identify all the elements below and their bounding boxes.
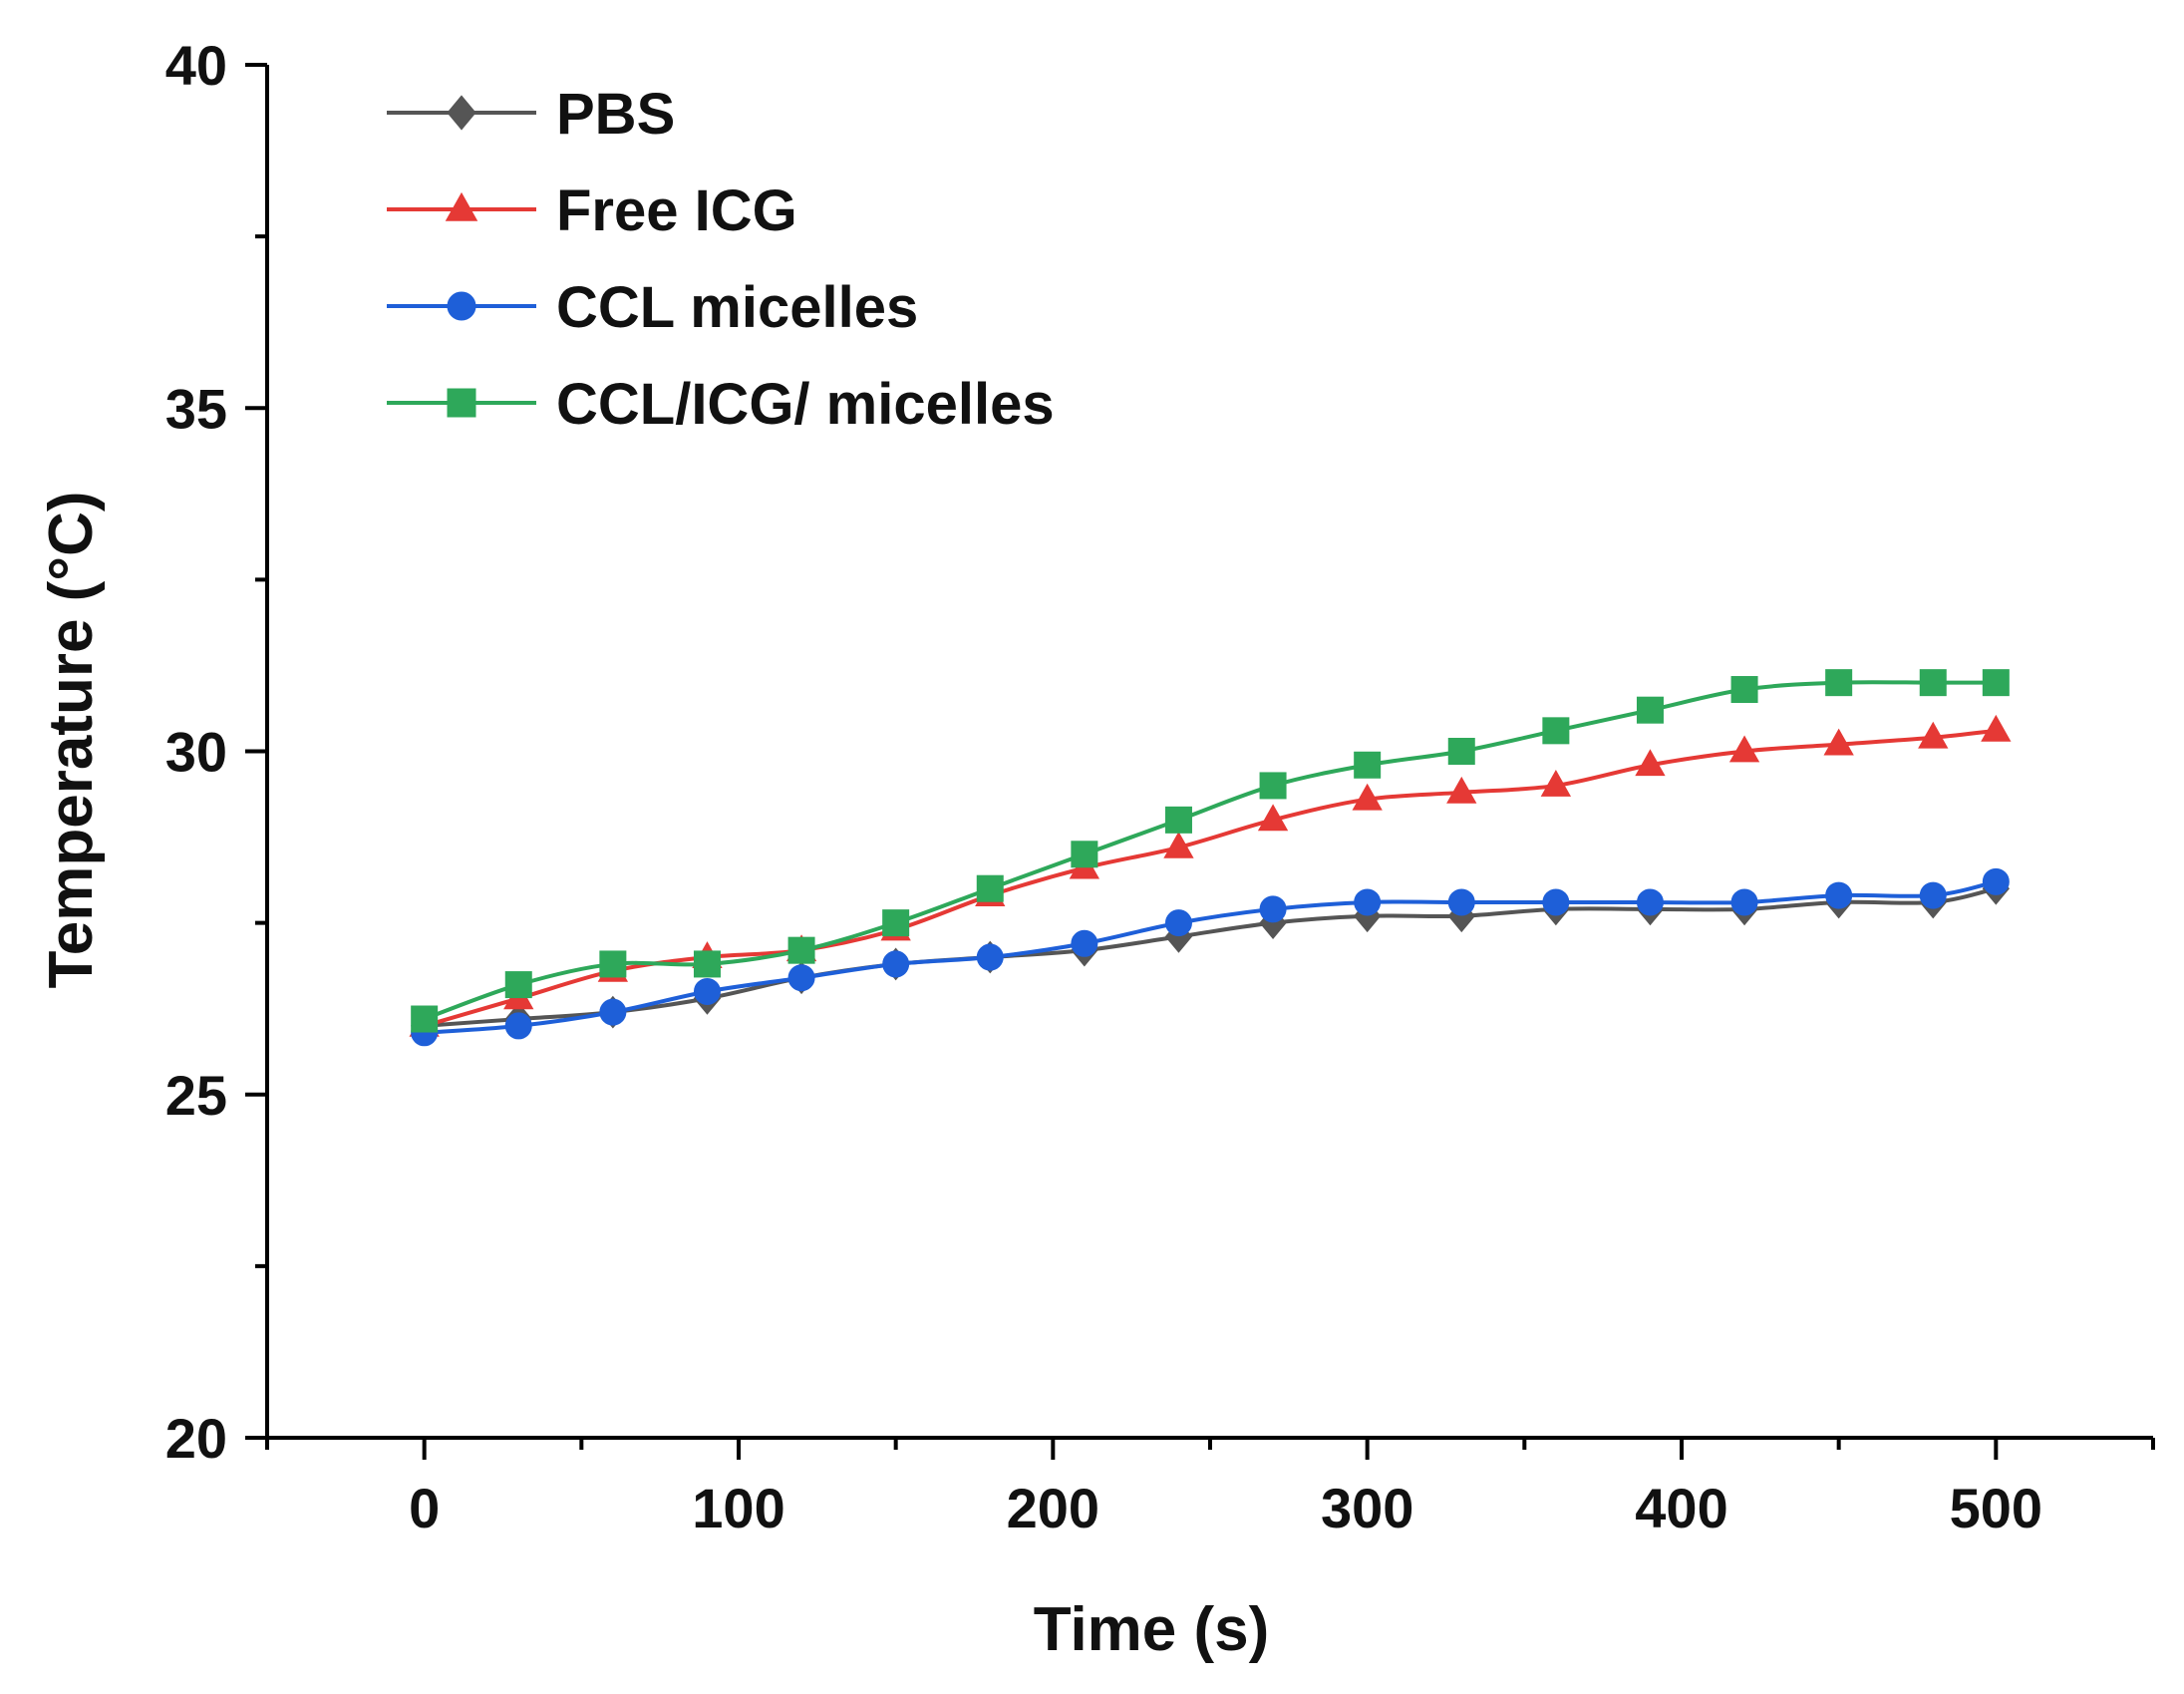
data-point-ccl-micelles bbox=[1447, 888, 1475, 916]
data-point-ccl-icg-micelles bbox=[1825, 669, 1853, 697]
y-tick-label: 35 bbox=[165, 377, 227, 440]
x-tick-label: 100 bbox=[692, 1477, 784, 1539]
x-tick-label: 300 bbox=[1321, 1477, 1413, 1539]
legend-label: PBS bbox=[556, 82, 675, 147]
data-point-ccl-icg-micelles bbox=[1730, 676, 1758, 704]
data-point-ccl-icg-micelles bbox=[1354, 751, 1382, 779]
x-tick-label: 400 bbox=[1635, 1477, 1727, 1539]
data-point-free-icg bbox=[1635, 749, 1666, 777]
data-point-free-icg bbox=[1352, 783, 1383, 811]
data-point-ccl-icg-micelles bbox=[976, 874, 1004, 902]
legend-entry: CCL micelles bbox=[387, 275, 918, 340]
legend-marker bbox=[447, 291, 476, 321]
data-point-ccl-icg-micelles bbox=[1447, 738, 1475, 765]
data-series bbox=[409, 669, 2012, 1047]
x-tick-label: 500 bbox=[1950, 1477, 2042, 1539]
y-axis-title: Temperature (°C) bbox=[37, 491, 106, 988]
data-point-ccl-micelles bbox=[1164, 909, 1192, 937]
series-ccl-micelles bbox=[411, 867, 2010, 1047]
data-point-ccl-micelles bbox=[1636, 888, 1664, 916]
data-point-ccl-micelles bbox=[693, 977, 721, 1005]
legend-label: CCL/ICG/ micelles bbox=[556, 372, 1055, 437]
data-point-ccl-icg-micelles bbox=[882, 909, 910, 937]
data-point-free-icg bbox=[1163, 831, 1194, 858]
legend-marker bbox=[447, 388, 476, 418]
data-point-ccl-micelles bbox=[1919, 881, 1947, 909]
series-line-ccl-micelles bbox=[424, 879, 1997, 1035]
data-point-ccl-icg-micelles bbox=[1164, 806, 1192, 834]
data-point-ccl-micelles bbox=[504, 1012, 532, 1040]
data-point-ccl-micelles bbox=[882, 950, 910, 978]
data-point-ccl-micelles bbox=[1542, 888, 1570, 916]
y-tick-label: 20 bbox=[165, 1407, 227, 1470]
legend-label: CCL micelles bbox=[556, 275, 918, 340]
data-point-ccl-icg-micelles bbox=[1919, 669, 1947, 697]
data-point-ccl-icg-micelles bbox=[1542, 717, 1570, 745]
data-point-ccl-micelles bbox=[599, 998, 627, 1026]
series-free-icg bbox=[409, 714, 2012, 1037]
y-tick-label: 40 bbox=[165, 34, 227, 97]
data-point-ccl-micelles bbox=[787, 964, 815, 992]
data-point-ccl-icg-micelles bbox=[411, 1005, 439, 1033]
data-point-ccl-icg-micelles bbox=[1071, 841, 1098, 868]
legend: PBS Free ICG CCL micelles CCL/ICG/ micelles bbox=[387, 82, 1055, 437]
data-point-free-icg bbox=[1823, 728, 1854, 756]
data-point-free-icg bbox=[1728, 735, 1760, 763]
data-point-free-icg bbox=[1981, 714, 2012, 742]
data-point-ccl-micelles bbox=[1354, 888, 1382, 916]
series-pbs bbox=[411, 871, 2010, 1043]
data-point-ccl-micelles bbox=[1730, 888, 1758, 916]
data-point-ccl-micelles bbox=[976, 943, 1004, 971]
data-point-free-icg bbox=[1446, 776, 1477, 804]
data-point-ccl-icg-micelles bbox=[504, 971, 532, 999]
data-point-free-icg bbox=[1540, 769, 1572, 797]
data-point-ccl-icg-micelles bbox=[693, 950, 721, 978]
legend-label: Free ICG bbox=[556, 178, 797, 243]
data-point-ccl-micelles bbox=[1825, 881, 1853, 909]
data-point-free-icg bbox=[1257, 804, 1289, 832]
data-point-ccl-micelles bbox=[1982, 867, 2010, 895]
series-line-pbs bbox=[424, 886, 1997, 1028]
data-point-ccl-icg-micelles bbox=[1636, 696, 1664, 724]
y-tick-label: 25 bbox=[165, 1064, 227, 1127]
legend-marker bbox=[445, 191, 478, 221]
y-tick-label: 30 bbox=[165, 721, 227, 784]
legend-entry: Free ICG bbox=[387, 178, 797, 243]
data-point-ccl-icg-micelles bbox=[787, 936, 815, 964]
legend-entry: CCL/ICG/ micelles bbox=[387, 372, 1055, 437]
series-ccl-icg-micelles bbox=[411, 669, 2010, 1033]
x-tick-label: 200 bbox=[1007, 1477, 1099, 1539]
legend-marker bbox=[447, 95, 476, 131]
data-point-free-icg bbox=[1918, 721, 1949, 749]
x-axis-title: Time (s) bbox=[1034, 1595, 1270, 1664]
series-line-ccl-icg-micelles bbox=[423, 680, 1997, 1021]
data-point-ccl-micelles bbox=[1071, 929, 1098, 957]
data-point-ccl-icg-micelles bbox=[599, 950, 627, 978]
data-point-ccl-micelles bbox=[1259, 895, 1287, 923]
series-line-free-icg bbox=[424, 728, 1997, 1028]
legend-entry: PBS bbox=[387, 82, 675, 147]
data-point-ccl-icg-micelles bbox=[1259, 772, 1287, 800]
data-point-ccl-icg-micelles bbox=[1982, 669, 2010, 697]
x-tick-label: 0 bbox=[409, 1477, 440, 1539]
